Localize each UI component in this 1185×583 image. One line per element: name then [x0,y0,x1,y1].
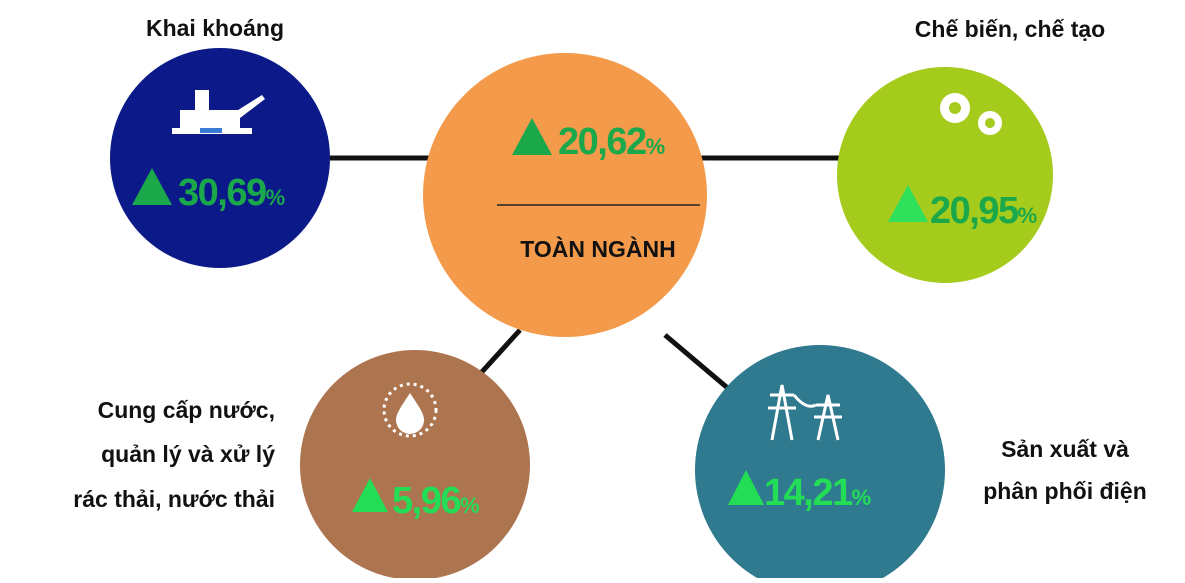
center-label: TOÀN NGÀNH [520,235,675,262]
text: % [460,493,480,518]
text: 20,95 [930,190,1019,232]
node-label: Sản xuất và [1001,436,1129,462]
text: 20,62 [558,121,646,163]
up-arrow [352,478,388,512]
node-circle [110,48,330,268]
text: % [266,185,286,210]
center-value: 20,62% [558,121,665,163]
node-label: quản lý và xử lý [101,441,275,467]
text: 30,69 [178,172,266,214]
node-value: 20,95% [930,190,1037,232]
text: 5,96 [392,480,460,522]
connector [663,333,732,392]
node-circle [300,350,530,580]
up-arrow [728,470,764,505]
node-label: Chế biến, chế tạo [915,16,1105,42]
gear-icon [940,93,1002,135]
text: % [852,485,872,510]
node-value: 14,21% [764,472,871,514]
text: % [1018,203,1038,228]
up-arrow [888,185,928,222]
mining-icon [172,90,265,134]
center-circle [423,53,707,337]
node-label: Cung cấp nước, [98,397,275,423]
up-arrow [512,118,552,155]
text: % [646,134,666,159]
water-icon [382,382,438,438]
node-label: phân phối điện [983,478,1147,504]
power-icon [768,384,842,441]
node-value: 30,69% [178,172,285,214]
node-label: rác thải, nước thải [73,486,275,512]
node-label: Khai khoáng [146,15,284,41]
text: 14,21 [764,472,853,514]
up-arrow [132,168,172,205]
node-value: 5,96% [392,480,480,522]
node-circle [695,345,945,583]
